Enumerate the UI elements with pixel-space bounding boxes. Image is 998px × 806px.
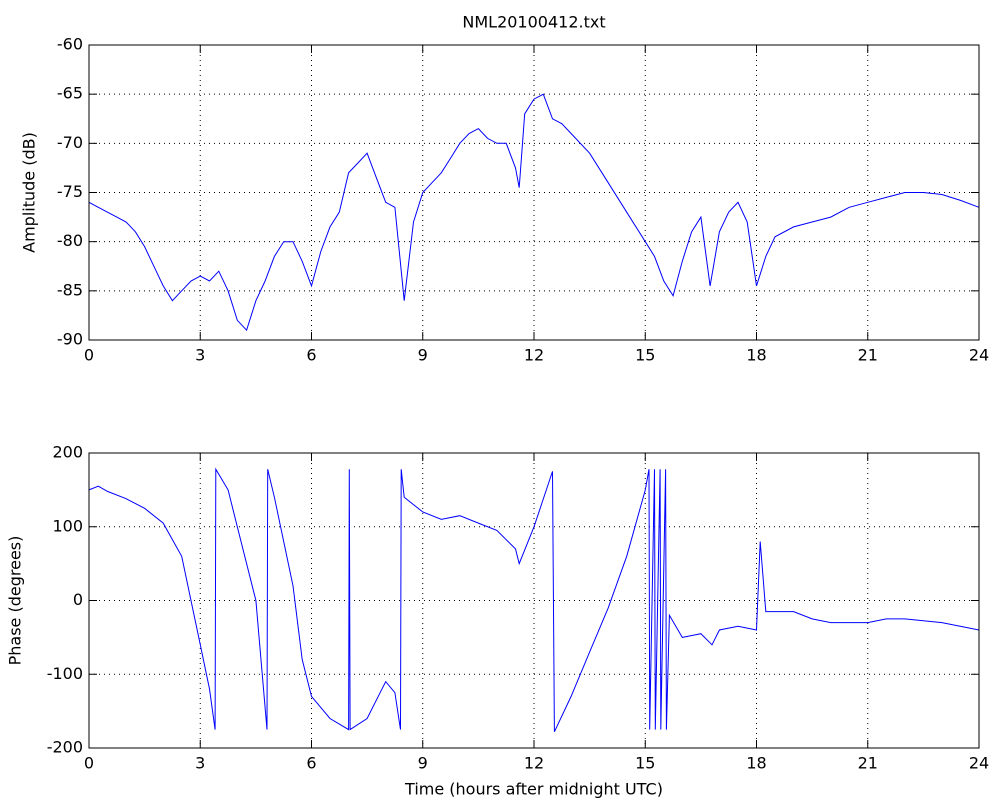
x-tick-label: 6 <box>306 346 316 365</box>
y-tick-label: 0 <box>73 590 83 609</box>
data-line <box>88 93 980 332</box>
y-tick-label: -100 <box>47 664 83 683</box>
y-tick-label: -75 <box>57 182 83 201</box>
y-tick-label: 100 <box>52 516 83 535</box>
x-tick-label: 3 <box>195 346 205 365</box>
x-tick-label: 24 <box>969 346 989 365</box>
x-tick-label: 18 <box>746 346 766 365</box>
y-axis-label: Amplitude (dB) <box>20 132 39 253</box>
axes-box <box>88 452 980 749</box>
y-tick-label: -85 <box>57 280 83 299</box>
axes-box <box>88 44 980 341</box>
x-tick-label: 21 <box>858 346 878 365</box>
x-tick-label: 3 <box>195 754 205 773</box>
y-tick-label: -80 <box>57 231 83 250</box>
data-line <box>88 467 980 733</box>
x-axis-label: Time (hours after midnight UTC) <box>404 780 663 799</box>
x-tick-label: 12 <box>524 754 544 773</box>
x-tick-label: 0 <box>84 754 94 773</box>
y-tick-label: 200 <box>52 443 83 462</box>
x-tick-label: 6 <box>306 754 316 773</box>
x-tick-label: 21 <box>858 754 878 773</box>
x-tick-label: 15 <box>635 346 655 365</box>
y-axis-label: Phase (degrees) <box>6 536 25 666</box>
y-tick-label: -90 <box>57 330 83 349</box>
y-tick-label: -70 <box>57 133 83 152</box>
y-tick-label: -65 <box>57 84 83 103</box>
y-tick-label: -60 <box>57 35 83 54</box>
x-tick-label: 15 <box>635 754 655 773</box>
chart-title: NML20100412.txt <box>462 13 605 32</box>
x-tick-label: 9 <box>418 346 428 365</box>
x-tick-label: 0 <box>84 346 94 365</box>
y-tick-label: -200 <box>47 738 83 757</box>
x-tick-label: 24 <box>969 754 989 773</box>
x-tick-label: 9 <box>418 754 428 773</box>
x-tick-label: 18 <box>746 754 766 773</box>
x-tick-label: 12 <box>524 346 544 365</box>
